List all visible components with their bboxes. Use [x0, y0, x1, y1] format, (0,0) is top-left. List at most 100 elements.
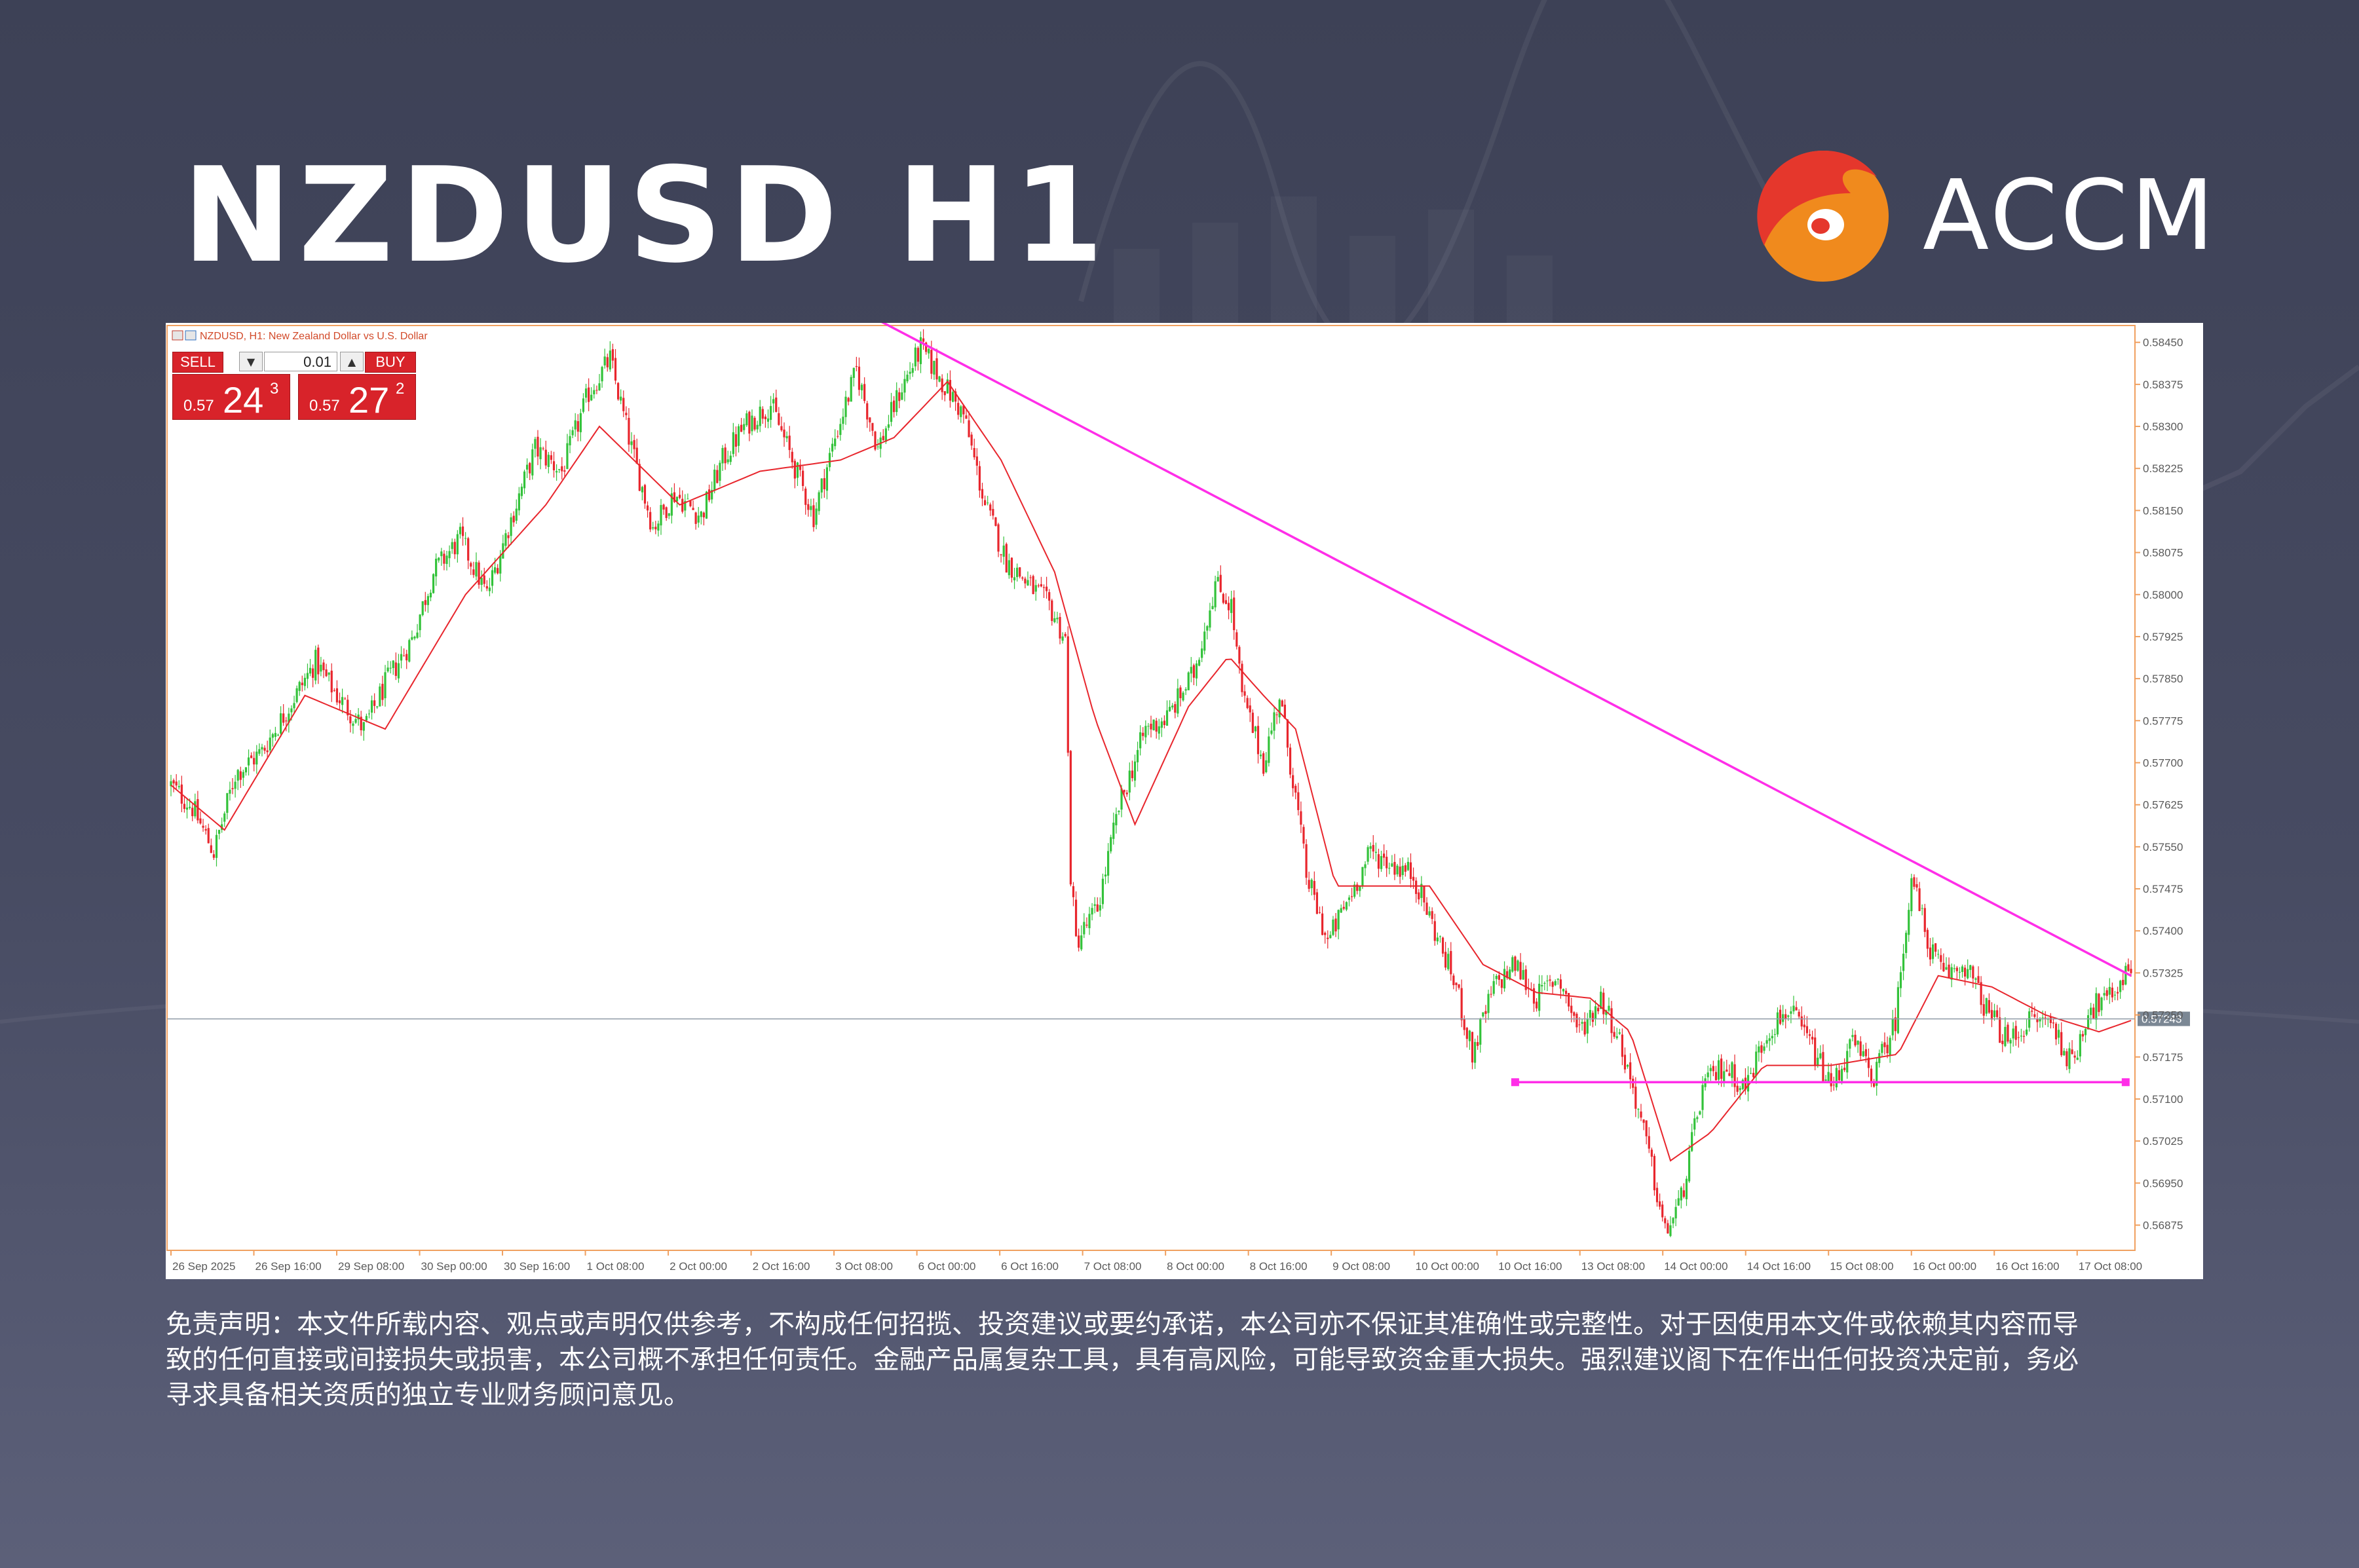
candle-bear — [2127, 964, 2130, 971]
candle-bear — [1859, 1041, 1862, 1056]
candle-bull — [951, 392, 954, 402]
candle-bull — [1391, 863, 1393, 867]
candle-bear — [1412, 876, 1415, 881]
candle-bull — [1115, 813, 1118, 826]
candle-bear — [708, 489, 711, 500]
y-tick-label: 0.57850 — [2143, 673, 2183, 685]
lot-size-input[interactable]: 0.01 — [264, 352, 337, 371]
x-tick-label: 17 Oct 08:00 — [2079, 1260, 2142, 1273]
candle-bull — [255, 751, 258, 765]
candle-bear — [1372, 845, 1374, 852]
candle-bear — [1155, 720, 1158, 732]
x-tick-label: 15 Oct 08:00 — [1830, 1260, 1893, 1273]
candle-bull — [1265, 760, 1268, 772]
candle-bull — [389, 667, 392, 669]
candle-bull — [820, 478, 823, 493]
candle-bull — [1846, 1051, 1849, 1073]
candle-bear — [360, 717, 362, 730]
buy-button[interactable]: BUY — [365, 352, 416, 373]
candle-bear — [1045, 586, 1048, 591]
candle-bull — [860, 384, 863, 390]
lot-increase-icon[interactable]: ▲ — [340, 352, 364, 371]
candle-bear — [1241, 663, 1243, 692]
candle-bull — [1310, 880, 1313, 889]
candle-bear — [2098, 994, 2100, 1013]
candle-bull — [727, 459, 729, 462]
candle-bull — [697, 515, 700, 523]
candle-bull — [960, 406, 962, 417]
candle-bear — [1940, 955, 1942, 962]
candle-bear — [635, 447, 638, 464]
candle-bull — [1027, 580, 1029, 586]
sell-button[interactable]: SELL — [172, 352, 223, 373]
candle-bear — [301, 682, 303, 686]
candlestick-chart[interactable]: 0.57243 0.584500.583750.583000.582250.58… — [166, 323, 2203, 1279]
candle-bull — [1056, 618, 1059, 620]
candle-bull — [2076, 1057, 2079, 1060]
candle-bull — [1473, 1041, 1477, 1063]
candle-bear — [183, 804, 186, 810]
candle-bear — [2073, 1055, 2076, 1058]
candle-bear — [1150, 723, 1152, 730]
candle-bear — [1532, 988, 1536, 1004]
candle-bear — [1000, 554, 1002, 555]
candle-bull — [719, 462, 721, 481]
candle-bear — [1477, 1042, 1479, 1046]
candle-bull — [1492, 980, 1495, 994]
candle-bear — [1399, 867, 1401, 877]
candle-bear — [1714, 1072, 1718, 1081]
candle-bear — [1227, 603, 1230, 610]
candle-bull — [1594, 1006, 1597, 1020]
candle-bull — [1878, 1053, 1881, 1064]
candle-bull — [1093, 904, 1096, 906]
candle-bear — [1300, 811, 1302, 825]
candle-bear — [212, 854, 215, 858]
candle-bear — [994, 517, 997, 526]
candle-bear — [1249, 705, 1251, 713]
candle-bull — [1669, 1225, 1672, 1237]
buy-price-button[interactable]: 0.57 27 2 — [298, 374, 416, 420]
candle-bull — [574, 420, 576, 430]
candle-bear — [941, 378, 943, 392]
candle-bear — [1873, 1083, 1876, 1087]
candle-bear — [239, 771, 242, 780]
candle-bull — [1849, 1039, 1851, 1049]
candle-bear — [563, 470, 566, 472]
candle-bull — [504, 533, 507, 546]
candle-bear — [2111, 987, 2113, 998]
logo-pupil — [1811, 218, 1830, 234]
candle-bull — [1701, 1085, 1704, 1110]
lot-decrease-icon[interactable]: ▼ — [239, 352, 263, 371]
candle-bull — [226, 793, 229, 813]
candle-bull — [1707, 1072, 1709, 1077]
candle-bear — [1980, 982, 1982, 1005]
candle-bull — [668, 513, 670, 516]
candle-bull — [1008, 560, 1010, 576]
candle-bull — [515, 508, 518, 521]
candle-bull — [309, 667, 312, 674]
candle-bear — [1500, 979, 1503, 988]
candle-bull — [1790, 1011, 1792, 1014]
candle-bear — [855, 365, 858, 367]
candle-bull — [1731, 1062, 1733, 1078]
candle-bull — [1436, 937, 1439, 942]
candle-bear — [1870, 1068, 1873, 1084]
current-price-label: 0.57243 — [2142, 1013, 2181, 1026]
candle-bear — [1069, 751, 1072, 885]
candle-bull — [759, 406, 761, 426]
candle-bull — [298, 682, 301, 691]
candle-bull — [1332, 919, 1334, 935]
candle-bull — [416, 632, 419, 638]
candle-bull — [384, 672, 387, 699]
candle-bull — [1910, 878, 1913, 912]
candle-bear — [893, 400, 896, 413]
candle-bull — [1897, 987, 1899, 1034]
sell-price-button[interactable]: 0.57 24 3 — [172, 374, 290, 420]
x-tick-label: 7 Oct 08:00 — [1084, 1260, 1142, 1273]
candle-bear — [1327, 937, 1329, 939]
y-tick-label: 0.57025 — [2143, 1135, 2183, 1148]
candle-bear — [1078, 935, 1080, 948]
candle-bull — [1974, 978, 1977, 980]
candle-bull — [1254, 726, 1257, 732]
candle-bear — [837, 436, 839, 437]
